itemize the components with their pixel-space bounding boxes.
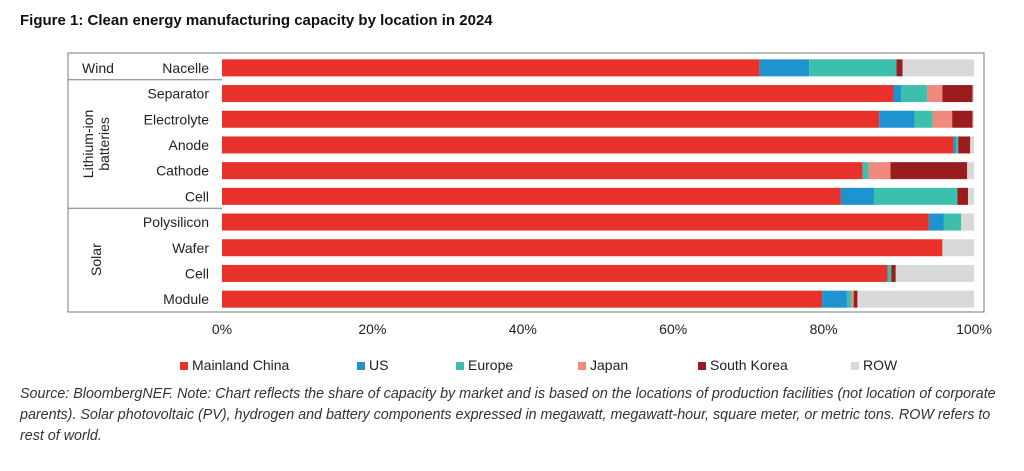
legend-swatch-row [851,362,859,370]
bar-row-module-9 [857,290,974,308]
bar-japan-module-9 [851,290,854,308]
bar-row-separator-1 [972,85,974,103]
category-label-nacelle-0: Nacelle [162,60,209,76]
group-labels: Wind Lithium-ionbatteries Solar [80,60,114,276]
x-tick-label-40: 40% [509,321,537,337]
bar-mainland-china-cell-8 [222,264,888,282]
bar-row-cell-8 [895,264,974,282]
legend-swatch-europe [456,362,464,370]
x-tick-label-100: 100% [956,321,992,337]
category-label-cathode-4: Cathode [156,163,209,179]
bar-us-module-9 [822,290,847,308]
category-label-wafer-7: Wafer [172,240,209,256]
bar-europe-cathode-4 [862,162,869,180]
bars [222,59,974,308]
bar-europe-anode-3 [955,136,959,154]
legend-swatch-south-korea [698,362,706,370]
legend-label-japan: Japan [590,357,628,373]
bar-mainland-china-cell-5 [222,187,841,205]
bar-south-korea-nacelle-0 [896,59,903,77]
group-label-solar: Solar [88,243,104,276]
bar-mainland-china-module-9 [222,290,823,308]
x-tick-label-20: 20% [358,321,386,337]
bar-europe-module-9 [846,290,852,308]
bar-europe-electrolyte-2 [914,110,933,128]
bar-row-nacelle-0 [902,59,974,77]
category-label-cell-5: Cell [185,188,209,204]
legend: Mainland China US Europe Japan South Korea RO… [180,357,898,373]
bar-europe-cell-5 [873,187,958,205]
legend-swatch-japan [578,362,586,370]
bar-south-korea-cell-5 [957,187,968,205]
bar-south-korea-cathode-4 [890,162,968,180]
x-tick-label-0: 0% [212,321,232,337]
category-label-module-9: Module [163,291,209,307]
group-label-lithium-ion-batteries: Lithium-ionbatteries [80,110,112,178]
bar-europe-nacelle-0 [809,59,897,77]
category-label-anode-3: Anode [169,137,210,153]
bar-europe-polysilicon-6 [943,213,962,231]
category-label-electrolyte-2: Electrolyte [144,111,210,127]
group-dividers [68,79,222,209]
bar-row-cathode-4 [967,162,974,180]
bar-us-cell-5 [840,187,874,205]
category-label-separator-1: Separator [148,86,210,102]
bar-mainland-china-separator-1 [222,85,894,103]
bar-japan-separator-1 [927,85,943,103]
bar-row-wafer-7 [942,239,974,257]
bar-south-korea-cell-8 [891,264,896,282]
x-tick-label-80: 80% [810,321,838,337]
bar-row-electrolyte-2 [972,110,974,128]
plot-frame [67,52,985,313]
category-label-cell-8: Cell [185,265,209,281]
bar-row-cell-5 [967,187,974,205]
legend-label-south-korea: South Korea [710,357,788,373]
legend-label-us: US [369,357,388,373]
legend-label-row: ROW [863,357,898,373]
bar-south-korea-electrolyte-2 [952,110,973,128]
bar-south-korea-module-9 [853,290,858,308]
bar-mainland-china-nacelle-0 [222,59,760,77]
bar-europe-cell-8 [887,264,892,282]
source-note: Source: BloombergNEF. Note: Chart reflec… [20,386,996,444]
legend-label-mainland-china: Mainland China [192,357,289,373]
figure-title: Figure 1: Clean energy manufacturing cap… [20,12,493,29]
bar-us-separator-1 [893,85,902,103]
bar-south-korea-anode-3 [958,136,971,154]
stacked-bar-chart: Wind Lithium-ionbatteries Solar Nacelle Sep… [67,52,992,373]
bar-us-polysilicon-6 [928,213,944,231]
bar-mainland-china-wafer-7 [222,239,943,257]
bar-mainland-china-anode-3 [222,136,954,154]
bar-us-electrolyte-2 [879,110,915,128]
bar-row-polysilicon-6 [961,213,974,231]
x-tick-label-60: 60% [659,321,687,337]
bar-mainland-china-polysilicon-6 [222,213,929,231]
bar-japan-cathode-4 [868,162,891,180]
bar-mainland-china-electrolyte-2 [222,110,880,128]
x-axis-ticks: 0% 20% 40% 60% 80% 100% [212,321,992,337]
bar-europe-separator-1 [901,85,928,103]
category-label-polysilicon-6: Polysilicon [143,214,209,230]
bar-row-anode-3 [970,136,974,154]
legend-swatch-us [357,362,365,370]
bar-south-korea-separator-1 [942,85,973,103]
group-label-wind: Wind [82,60,114,76]
category-labels: Nacelle Separator Electrolyte Anode Cathode C… [143,60,209,307]
legend-swatch-mainland-china [180,362,188,370]
bar-mainland-china-cathode-4 [222,162,863,180]
bar-us-anode-3 [953,136,956,154]
bar-us-nacelle-0 [759,59,810,77]
bar-japan-electrolyte-2 [932,110,953,128]
legend-label-europe: Europe [468,357,513,373]
